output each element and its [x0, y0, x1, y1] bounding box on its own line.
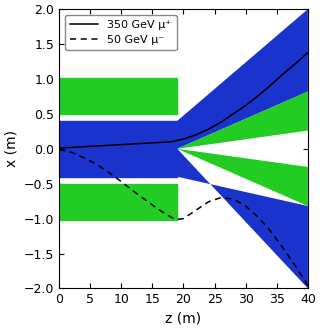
X-axis label: z (m): z (m) [165, 312, 202, 326]
Polygon shape [177, 149, 308, 206]
Polygon shape [177, 149, 308, 288]
Polygon shape [177, 91, 308, 149]
Y-axis label: x (m): x (m) [4, 130, 18, 167]
Polygon shape [177, 9, 308, 149]
Legend: 350 GeV μ⁺, 50 GeV μ⁻: 350 GeV μ⁺, 50 GeV μ⁻ [65, 15, 177, 50]
